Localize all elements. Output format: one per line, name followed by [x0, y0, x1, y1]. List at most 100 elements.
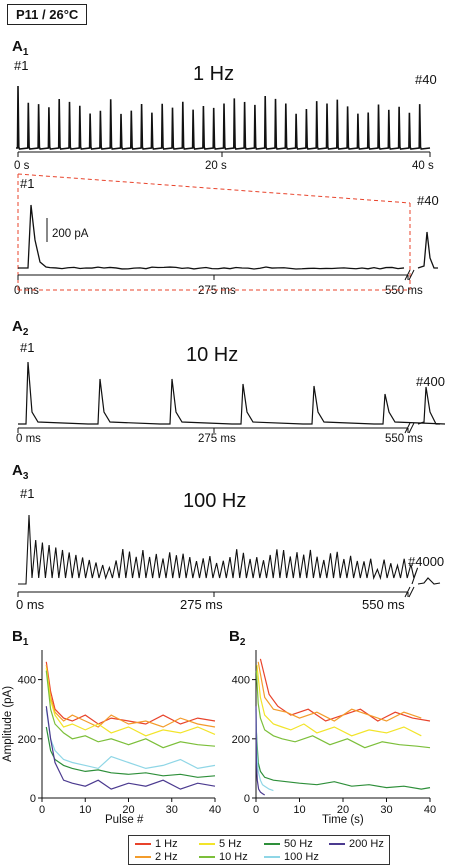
a3-last-label: #4000: [408, 554, 445, 569]
b2-series-2hz: [257, 661, 422, 722]
panel-sub: 1: [22, 637, 29, 648]
a1-zoom-last-label: #40: [417, 193, 439, 208]
a1-zoom-tick-1: 275 ms: [198, 285, 236, 297]
b1-x-tick-label: 0: [39, 804, 45, 816]
a3-last-pulse: [417, 577, 441, 585]
a1-scale-label: 200 pA: [52, 228, 89, 240]
panel-letter: B: [229, 628, 240, 645]
a3-first-label: #1: [20, 486, 35, 501]
a1-zoom-tick-0: 0 ms: [14, 285, 39, 297]
a3-frequency-label: 100 Hz: [183, 490, 247, 512]
b1-series-100hz: [45, 709, 216, 770]
legend-label: 100 Hz: [284, 851, 319, 863]
legend-label: 2 Hz: [155, 851, 178, 863]
b2-series-100hz: [255, 709, 274, 792]
a2-last-pulse: [417, 386, 440, 425]
panel-label-b1: B1: [12, 628, 28, 648]
b1-y-tick-label: 400: [18, 675, 36, 687]
b1-x-tick-label: 30: [166, 804, 178, 816]
legend-swatch: [135, 843, 151, 845]
b1-series-10hz: [45, 670, 216, 749]
a1-tick-0: 0 s: [14, 160, 30, 172]
legend-swatch: [199, 856, 215, 858]
a1-zoom-tick-2: 550 ms: [385, 285, 423, 297]
a2-frequency-label: 10 Hz: [186, 344, 239, 366]
a2-last-label: #400: [416, 374, 445, 389]
b2-series-10hz: [255, 670, 431, 749]
b2-x-tick-label: 20: [337, 804, 349, 816]
panel-label-a1: A1: [12, 38, 28, 58]
a2-trace: [18, 361, 446, 425]
b2-x-tick-label: 0: [253, 804, 259, 816]
legend-item-100hz: 100 Hz: [264, 851, 319, 863]
b1-series-2hz: [45, 664, 216, 728]
condition-badge: P11 / 26°C: [7, 4, 88, 25]
legend-item-10hz: 10 Hz: [199, 851, 248, 863]
panel-label-a3: A3: [12, 462, 28, 482]
a2-tick-2: 550 ms: [385, 433, 423, 445]
a1-last-label: #40: [415, 72, 437, 87]
b2-y-tick-label: 0: [244, 793, 250, 805]
b1-y-tick-label: 200: [18, 734, 36, 746]
a1-first-label: #1: [14, 58, 29, 73]
a1-zoom-first-label: #1: [20, 176, 35, 191]
panel-sub: 3: [22, 471, 29, 482]
b2-x-tick-label: 10: [293, 804, 305, 816]
a1-tick-2: 40 s: [412, 160, 434, 172]
legend-swatch: [264, 843, 280, 845]
b1-x-axis-title: Pulse #: [105, 814, 144, 826]
a3-tick-1: 275 ms: [180, 597, 223, 612]
b1-x-tick-label: 10: [79, 804, 91, 816]
a2-tick-0: 0 ms: [16, 433, 41, 445]
b2-x-tick-label: 30: [380, 804, 392, 816]
axis-break-mark: [404, 269, 415, 281]
b2-y-tick-label: 200: [232, 734, 250, 746]
panel-label-a2: A2: [12, 318, 28, 338]
b1-x-tick-label: 40: [209, 804, 221, 816]
b1-series-5hz: [45, 667, 216, 737]
a1-zoom-last-pulse: [417, 231, 438, 269]
legend-swatch: [199, 843, 215, 845]
a3-trace: [18, 514, 419, 585]
a2-axis-break: [404, 422, 415, 434]
legend-swatch: [264, 856, 280, 858]
panel-letter: B: [12, 628, 23, 645]
b1-series-200hz: [45, 706, 216, 790]
panel-sub: 1: [22, 47, 29, 58]
b2-x-tick-label: 40: [424, 804, 436, 816]
b1-series-1hz: [45, 661, 216, 725]
legend-item-2hz: 2 Hz: [135, 851, 178, 863]
legend-label: 10 Hz: [219, 851, 248, 863]
legend-label: 50 Hz: [284, 838, 313, 850]
a2-first-label: #1: [20, 340, 35, 355]
a1-overview-trace: [16, 85, 431, 150]
legend-item-200hz: 200 Hz: [329, 838, 384, 850]
panel-letter: A: [12, 462, 23, 479]
b1-x-tick-label: 20: [122, 804, 134, 816]
legend-swatch: [329, 843, 345, 845]
legend-swatch: [135, 856, 151, 858]
legend-item-50hz: 50 Hz: [264, 838, 313, 850]
legend-box: 1 Hz 2 Hz 5 Hz 10 Hz 50 Hz 100 Hz 200 Hz: [128, 835, 390, 865]
b2-y-tick-label: 400: [232, 675, 250, 687]
b2-series-200hz: [255, 706, 266, 796]
b2-x-axis-title: Time (s): [322, 814, 364, 826]
b1-series-50hz: [45, 726, 216, 778]
legend-item-1hz: 1 Hz: [135, 838, 178, 850]
a1-zoom-trace: [18, 204, 405, 270]
legend-item-5hz: 5 Hz: [199, 838, 242, 850]
b1-y-tick-label: 0: [30, 793, 36, 805]
b2-series-50hz: [255, 726, 431, 790]
panel-label-b2: B2: [229, 628, 245, 648]
a3-axis-break: [404, 586, 415, 598]
legend-label: 5 Hz: [219, 838, 242, 850]
legend-label: 1 Hz: [155, 838, 178, 850]
b2-series-1hz: [259, 658, 431, 722]
a1-tick-1: 20 s: [205, 160, 227, 172]
legend-label: 200 Hz: [349, 838, 384, 850]
panel-letter: A: [12, 318, 23, 335]
a3-tick-0: 0 ms: [16, 597, 45, 612]
zoom-guide-top: [17, 173, 411, 204]
panel-letter: A: [12, 38, 23, 55]
